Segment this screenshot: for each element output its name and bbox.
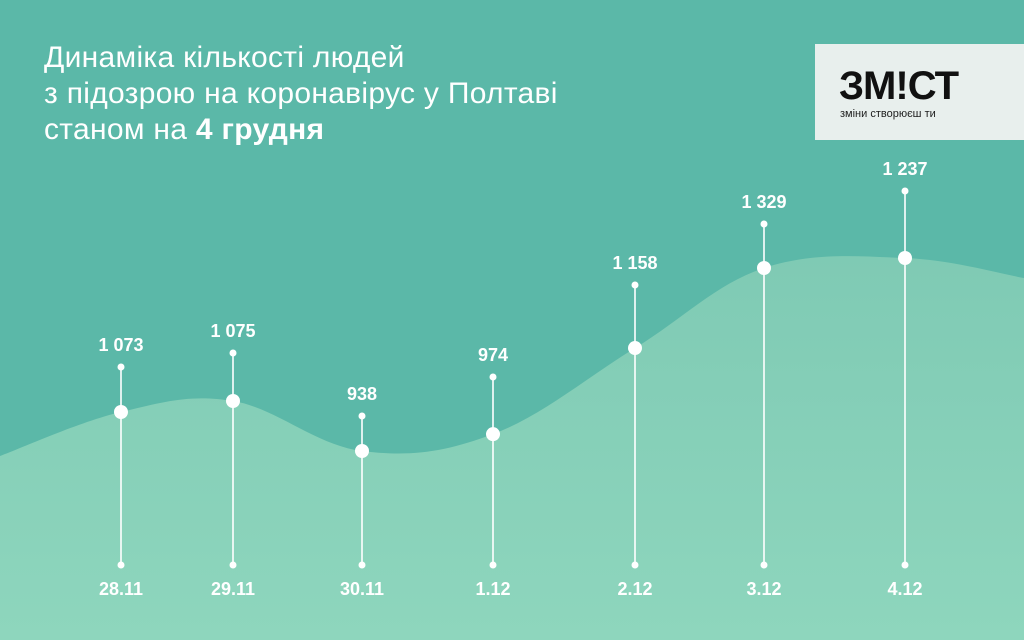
category-label-4.12: 4.12 xyxy=(887,579,922,599)
category-label-30.11: 30.11 xyxy=(340,579,384,599)
data-point-30.11 xyxy=(355,444,369,458)
category-label-1.12: 1.12 xyxy=(475,579,510,599)
top-dot-2.12 xyxy=(631,281,639,289)
value-label-29.11: 1 075 xyxy=(210,321,255,341)
title-date: 4 грудня xyxy=(195,113,325,146)
base-dot-29.11 xyxy=(229,561,237,569)
category-label-2.12: 2.12 xyxy=(617,579,652,599)
base-dot-3.12 xyxy=(760,561,768,569)
top-dot-30.11 xyxy=(358,412,366,420)
value-label-3.12: 1 329 xyxy=(741,192,786,212)
brand-logo: ЗМ!СТ зміни створюєш ти xyxy=(815,44,1024,140)
data-point-1.12 xyxy=(486,427,500,442)
title-line-3: станом на 4 грудня xyxy=(44,112,558,148)
category-label-29.11: 29.11 xyxy=(211,579,255,599)
data-point-3.12 xyxy=(757,261,771,275)
data-point-28.11 xyxy=(114,405,128,419)
value-label-1.12: 974 xyxy=(478,345,508,365)
logo-tagline: зміни створюєш ти xyxy=(840,108,936,120)
top-dot-1.12 xyxy=(489,373,497,381)
logo-wordmark: ЗМ!СТ xyxy=(839,64,959,108)
base-dot-28.11 xyxy=(117,561,125,569)
category-label-3.12: 3.12 xyxy=(746,579,781,599)
chart-marks: 1 073 28.11 1 075 29.11 938 30.11 974 1.12 1 158… xyxy=(98,159,927,599)
title-line-2: з підозрою на коронавірус у Полтаві xyxy=(44,77,558,110)
title-line-3-prefix: станом на xyxy=(44,113,196,146)
base-dot-1.12 xyxy=(489,561,497,569)
data-point-29.11 xyxy=(226,394,240,408)
data-point-4.12 xyxy=(898,251,912,265)
data-point-2.12 xyxy=(628,341,642,356)
top-dot-4.12 xyxy=(901,187,909,195)
category-label-28.11: 28.11 xyxy=(99,579,143,599)
value-label-2.12: 1 158 xyxy=(612,253,657,273)
area-fill xyxy=(0,256,1024,640)
top-dot-29.11 xyxy=(229,349,237,357)
top-dot-28.11 xyxy=(117,363,125,371)
chart-title: Динаміка кількості людей з підозрою на к… xyxy=(44,40,558,148)
title-line-1: Динаміка кількості людей xyxy=(44,41,405,74)
value-label-30.11: 938 xyxy=(347,384,377,404)
base-dot-4.12 xyxy=(901,561,909,569)
base-dot-2.12 xyxy=(631,561,639,569)
top-dot-3.12 xyxy=(760,220,768,228)
value-label-28.11: 1 073 xyxy=(98,335,143,355)
base-dot-30.11 xyxy=(358,561,366,569)
value-label-4.12: 1 237 xyxy=(882,159,927,179)
